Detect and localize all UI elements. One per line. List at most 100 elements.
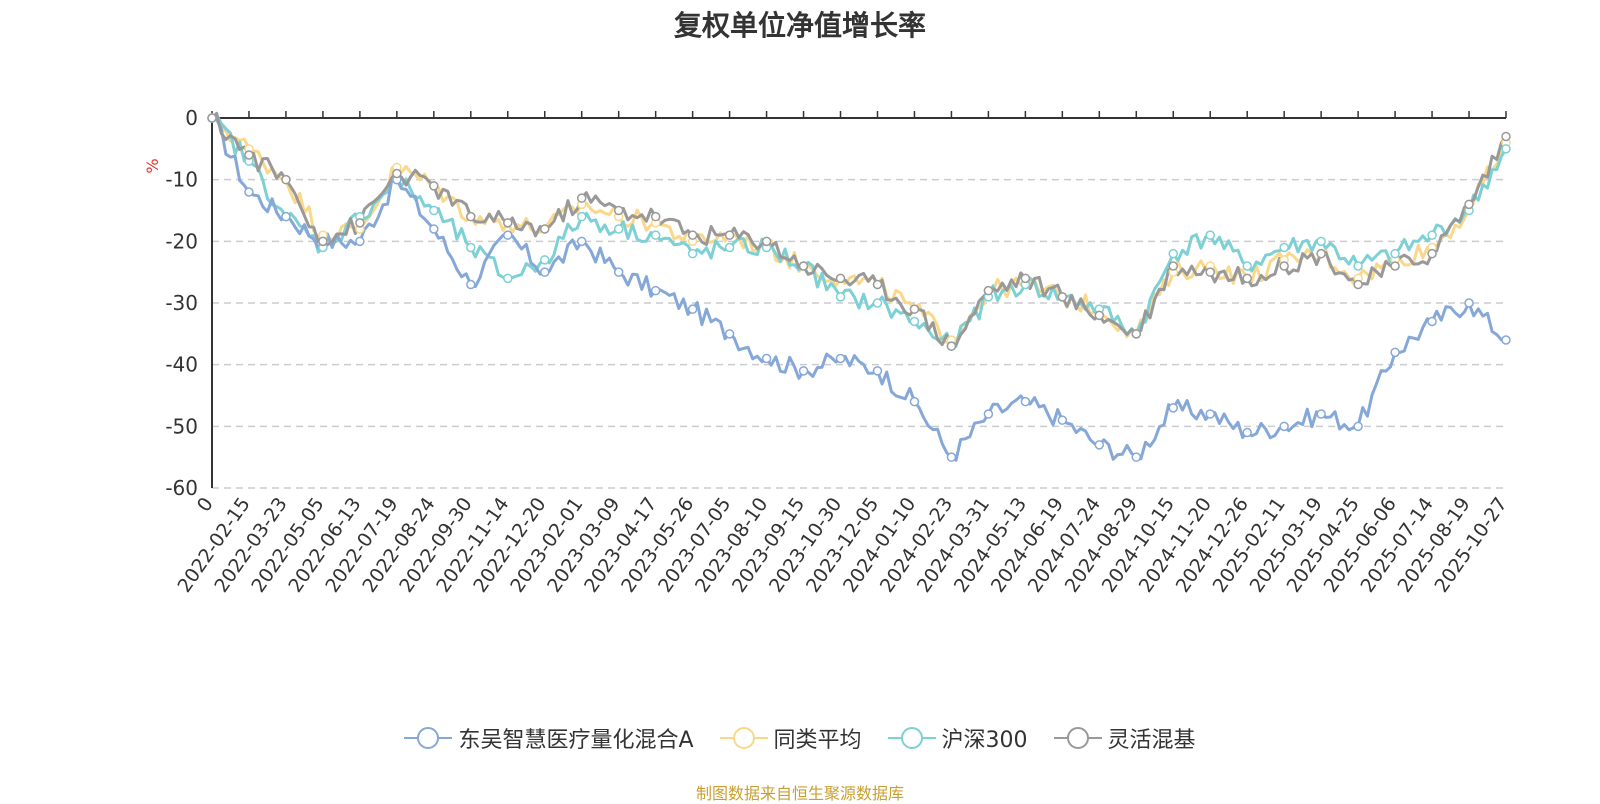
data-point: [724, 230, 735, 240]
data-point: [1427, 316, 1437, 327]
data-point: [539, 267, 550, 277]
legend-item[interactable]: 同类平均: [719, 722, 862, 754]
data-point: [613, 267, 624, 277]
y-tick-label: -30: [165, 291, 198, 315]
data-point: [613, 224, 624, 234]
data-point: [1501, 131, 1511, 142]
data-point: [1464, 298, 1474, 308]
data-point: [1242, 261, 1252, 271]
data-point: [355, 236, 365, 247]
y-tick-label: 0: [185, 106, 198, 130]
legend-swatch-icon: [404, 727, 453, 749]
data-point: [1390, 248, 1400, 259]
legend-item[interactable]: 沪深300: [887, 722, 1028, 754]
y-tick-label: -20: [165, 229, 198, 253]
data-point: [429, 224, 439, 234]
data-point: [1353, 279, 1363, 290]
legend-swatch-icon: [1053, 727, 1102, 749]
data-point: [1316, 236, 1326, 247]
data-point: [872, 366, 883, 376]
data-point: [687, 230, 698, 240]
data-point: [909, 304, 920, 314]
series-line: [210, 111, 1508, 348]
y-tick-label: -40: [165, 353, 198, 377]
data-point: [1316, 409, 1326, 419]
data-point: [1205, 267, 1215, 277]
x-tick-labels: 02022-02-152022-03-232022-05-052022-06-1…: [173, 494, 1511, 597]
data-point: [724, 242, 735, 253]
data-point: [466, 211, 476, 222]
data-point: [909, 316, 920, 327]
data-point: [687, 248, 698, 259]
data-point: [1279, 242, 1289, 253]
legend-label: 同类平均: [773, 728, 862, 753]
data-point: [983, 409, 994, 419]
data-point: [576, 211, 587, 222]
data-point: [1390, 261, 1400, 271]
data-point: [207, 113, 217, 123]
data-point: [798, 366, 809, 376]
data-point: [1427, 230, 1437, 240]
data-point: [244, 150, 254, 160]
legend-label: 东吴智慧医疗量化混合A: [458, 728, 694, 753]
series-line: [211, 116, 1507, 462]
data-point: [244, 187, 254, 197]
data-point: [503, 273, 513, 284]
data-point: [1057, 415, 1068, 425]
y-tick-label: -10: [165, 168, 198, 192]
x-tick-label: 0: [193, 494, 218, 517]
data-point: [613, 205, 624, 216]
data-point: [1168, 403, 1179, 413]
grid-lines: [212, 178, 1506, 489]
legend-item[interactable]: 灵活混基: [1053, 722, 1196, 754]
data-point: [1501, 144, 1511, 154]
data-point: [687, 304, 698, 314]
series-line: [211, 113, 1508, 348]
data-point: [1427, 248, 1437, 259]
data-point: [650, 230, 661, 240]
legend-swatch-icon: [719, 727, 768, 749]
data-point: [1353, 421, 1363, 432]
data-point: [429, 181, 439, 191]
data-point: [281, 211, 291, 222]
series-markers: [207, 113, 1511, 462]
data-point: [466, 279, 476, 290]
data-point: [1168, 261, 1179, 271]
data-point: [539, 224, 550, 234]
y-axis-unit-label: %: [143, 158, 162, 173]
data-point: [429, 205, 439, 216]
data-point: [872, 298, 883, 308]
data-point: [1094, 440, 1105, 450]
data-point: [835, 353, 846, 364]
data-point: [1501, 335, 1511, 345]
data-point: [1390, 347, 1400, 358]
data-point: [1094, 310, 1105, 321]
legend-item[interactable]: 东吴智慧医疗量化混合A: [404, 722, 694, 754]
data-point: [1205, 230, 1215, 240]
series-lines: [210, 111, 1508, 462]
data-point: [946, 452, 957, 462]
data-point: [1131, 452, 1142, 462]
y-tick-labels: 0 -10 -20 -30 -40 -50 -60: [165, 106, 198, 500]
data-point: [1020, 273, 1031, 284]
y-tick-label: -60: [165, 476, 198, 500]
axes: [211, 111, 1507, 488]
data-point: [466, 242, 476, 253]
data-point: [281, 174, 291, 185]
data-point: [1057, 292, 1068, 302]
data-point: [1020, 396, 1031, 407]
data-point: [503, 230, 513, 240]
data-point: [650, 285, 661, 296]
data-point: [1205, 409, 1215, 419]
data-point: [761, 353, 772, 364]
data-point: [1131, 329, 1142, 339]
data-point: [946, 341, 957, 351]
data-point: [1279, 261, 1289, 271]
data-point: [576, 193, 587, 203]
data-point: [1353, 261, 1363, 271]
data-point: [1242, 427, 1252, 438]
y-tick-label: -50: [165, 414, 198, 438]
data-point: [355, 218, 365, 228]
data-point: [909, 396, 920, 407]
